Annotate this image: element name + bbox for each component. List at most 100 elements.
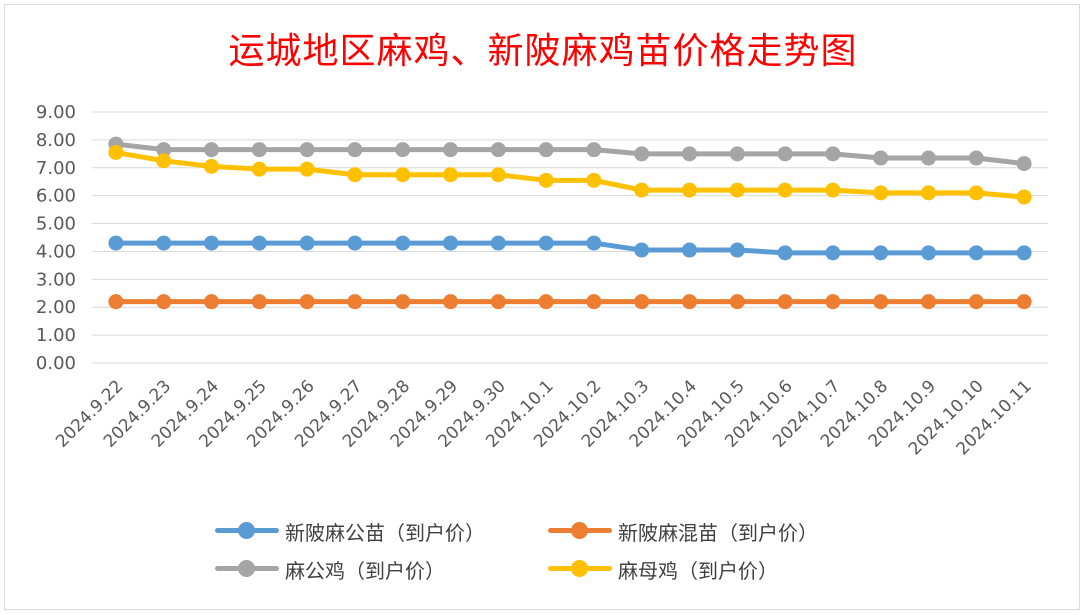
y-tick-label-7: 7.00 [36, 158, 76, 179]
series-2-point-3 [251, 142, 267, 158]
series-0-point-15 [825, 245, 841, 261]
series-3-point-19 [1016, 189, 1032, 205]
series-1-point-14 [777, 294, 793, 310]
series-2-point-1 [156, 142, 172, 158]
series-1-point-3 [251, 294, 267, 310]
series-1-point-6 [395, 294, 411, 310]
legend-swatch-series-0 [215, 516, 279, 546]
legend-swatch-series-2 [215, 554, 279, 584]
series-3-point-13 [729, 182, 745, 198]
series-3-point-12 [682, 182, 697, 198]
series-3-point-1 [156, 153, 172, 169]
series-2-point-19 [1016, 156, 1032, 172]
series-1-point-4 [299, 294, 315, 310]
y-tick-label-5: 5.00 [36, 214, 76, 235]
series-0-point-18 [968, 245, 984, 261]
series-1-point-0 [108, 294, 124, 310]
legend-label-series-3: 麻母鸡（到户价） [618, 558, 778, 583]
series-1-point-5 [347, 294, 363, 310]
series-line-0 [113, 240, 1027, 256]
series-2-point-17 [921, 150, 936, 166]
series-3-point-6 [395, 167, 411, 183]
series-0-point-8 [490, 235, 506, 251]
y-tick-label-1: 1.00 [36, 325, 76, 346]
series-3-point-17 [921, 185, 936, 201]
series-2-point-13 [729, 146, 745, 162]
series-2-point-6 [395, 142, 411, 158]
series-3-point-0 [108, 144, 124, 160]
series-3-point-3 [251, 161, 267, 177]
series-2-point-4 [299, 142, 315, 158]
series-line-3 [113, 149, 1027, 200]
y-tick-label-8: 8.00 [36, 130, 76, 151]
legend-item-series-2: 麻公鸡（到户价） [215, 554, 445, 584]
legend-swatch-series-3 [548, 554, 612, 584]
series-3-point-11 [634, 182, 650, 198]
y-tick-label-4: 4.00 [36, 241, 76, 262]
chart-legend: 新陂麻公苗（到户价） 新陂麻混苗（到户价） 麻公鸡（到户价） 麻母鸡（到户价） [215, 512, 915, 592]
legend-label-series-1: 新陂麻混苗（到户价） [618, 520, 818, 545]
series-2-point-2 [204, 142, 219, 158]
series-0-point-17 [921, 245, 936, 261]
y-tick-label-3: 3.00 [36, 269, 76, 290]
series-0-point-12 [682, 242, 697, 258]
series-1-point-15 [825, 294, 841, 310]
series-1-point-13 [729, 294, 745, 310]
series-3-point-10 [586, 172, 602, 188]
legend-item-series-3: 麻母鸡（到户价） [548, 554, 778, 584]
series-3-point-8 [490, 167, 506, 183]
series-0-point-7 [443, 235, 458, 251]
legend-item-series-0: 新陂麻公苗（到户价） [215, 516, 485, 546]
series-3-point-14 [777, 182, 793, 198]
series-3-point-5 [347, 167, 363, 183]
series-2-point-7 [443, 142, 458, 158]
series-2-point-8 [490, 142, 506, 158]
chart-title: 运城地区麻鸡、新陂麻鸡苗价格走势图 [228, 31, 858, 72]
series-0-point-9 [538, 235, 554, 251]
series-1-point-2 [204, 294, 219, 310]
series-0-point-13 [729, 242, 745, 258]
series-2-point-14 [777, 146, 793, 162]
y-tick-label-0: 0.00 [36, 353, 76, 374]
series-1-point-18 [968, 294, 984, 310]
series-1-point-9 [538, 294, 554, 310]
series-0-point-1 [156, 235, 172, 251]
series-3-point-16 [873, 185, 889, 201]
series-3-point-7 [443, 167, 458, 183]
series-0-point-5 [347, 235, 363, 251]
legend-swatch-series-1 [548, 516, 612, 546]
series-3-point-18 [968, 185, 984, 201]
series-2-point-15 [825, 146, 841, 162]
series-0-point-3 [251, 235, 267, 251]
series-1-point-1 [156, 294, 172, 310]
legend-label-series-0: 新陂麻公苗（到户价） [285, 520, 485, 545]
series-0-point-2 [204, 235, 219, 251]
series-0-point-16 [873, 245, 889, 261]
legend-label-series-2: 麻公鸡（到户价） [285, 558, 445, 583]
series-1-point-17 [921, 294, 936, 310]
series-2-point-18 [968, 150, 984, 166]
series-1-point-8 [490, 294, 506, 310]
series-3-point-4 [299, 161, 315, 177]
series-3-point-15 [825, 182, 841, 198]
series-0-point-6 [395, 235, 411, 251]
series-0-point-10 [586, 235, 602, 251]
series-line-2 [113, 141, 1027, 167]
series-1-point-11 [634, 294, 650, 310]
series-1-point-7 [443, 294, 458, 310]
series-0-point-14 [777, 245, 793, 261]
y-tick-label-2: 2.00 [36, 297, 76, 318]
series-1-point-10 [586, 294, 602, 310]
series-3-point-2 [204, 158, 219, 174]
series-1-point-12 [682, 294, 697, 310]
series-0-point-4 [299, 235, 315, 251]
legend-item-series-1: 新陂麻混苗（到户价） [548, 516, 818, 546]
series-2-point-11 [634, 146, 650, 162]
series-2-point-10 [586, 142, 602, 158]
series-2-point-9 [538, 142, 554, 158]
series-0-point-0 [108, 235, 124, 251]
series-2-point-16 [873, 150, 889, 166]
series-0-point-11 [634, 242, 650, 258]
y-tick-label-9: 9.00 [36, 102, 76, 123]
